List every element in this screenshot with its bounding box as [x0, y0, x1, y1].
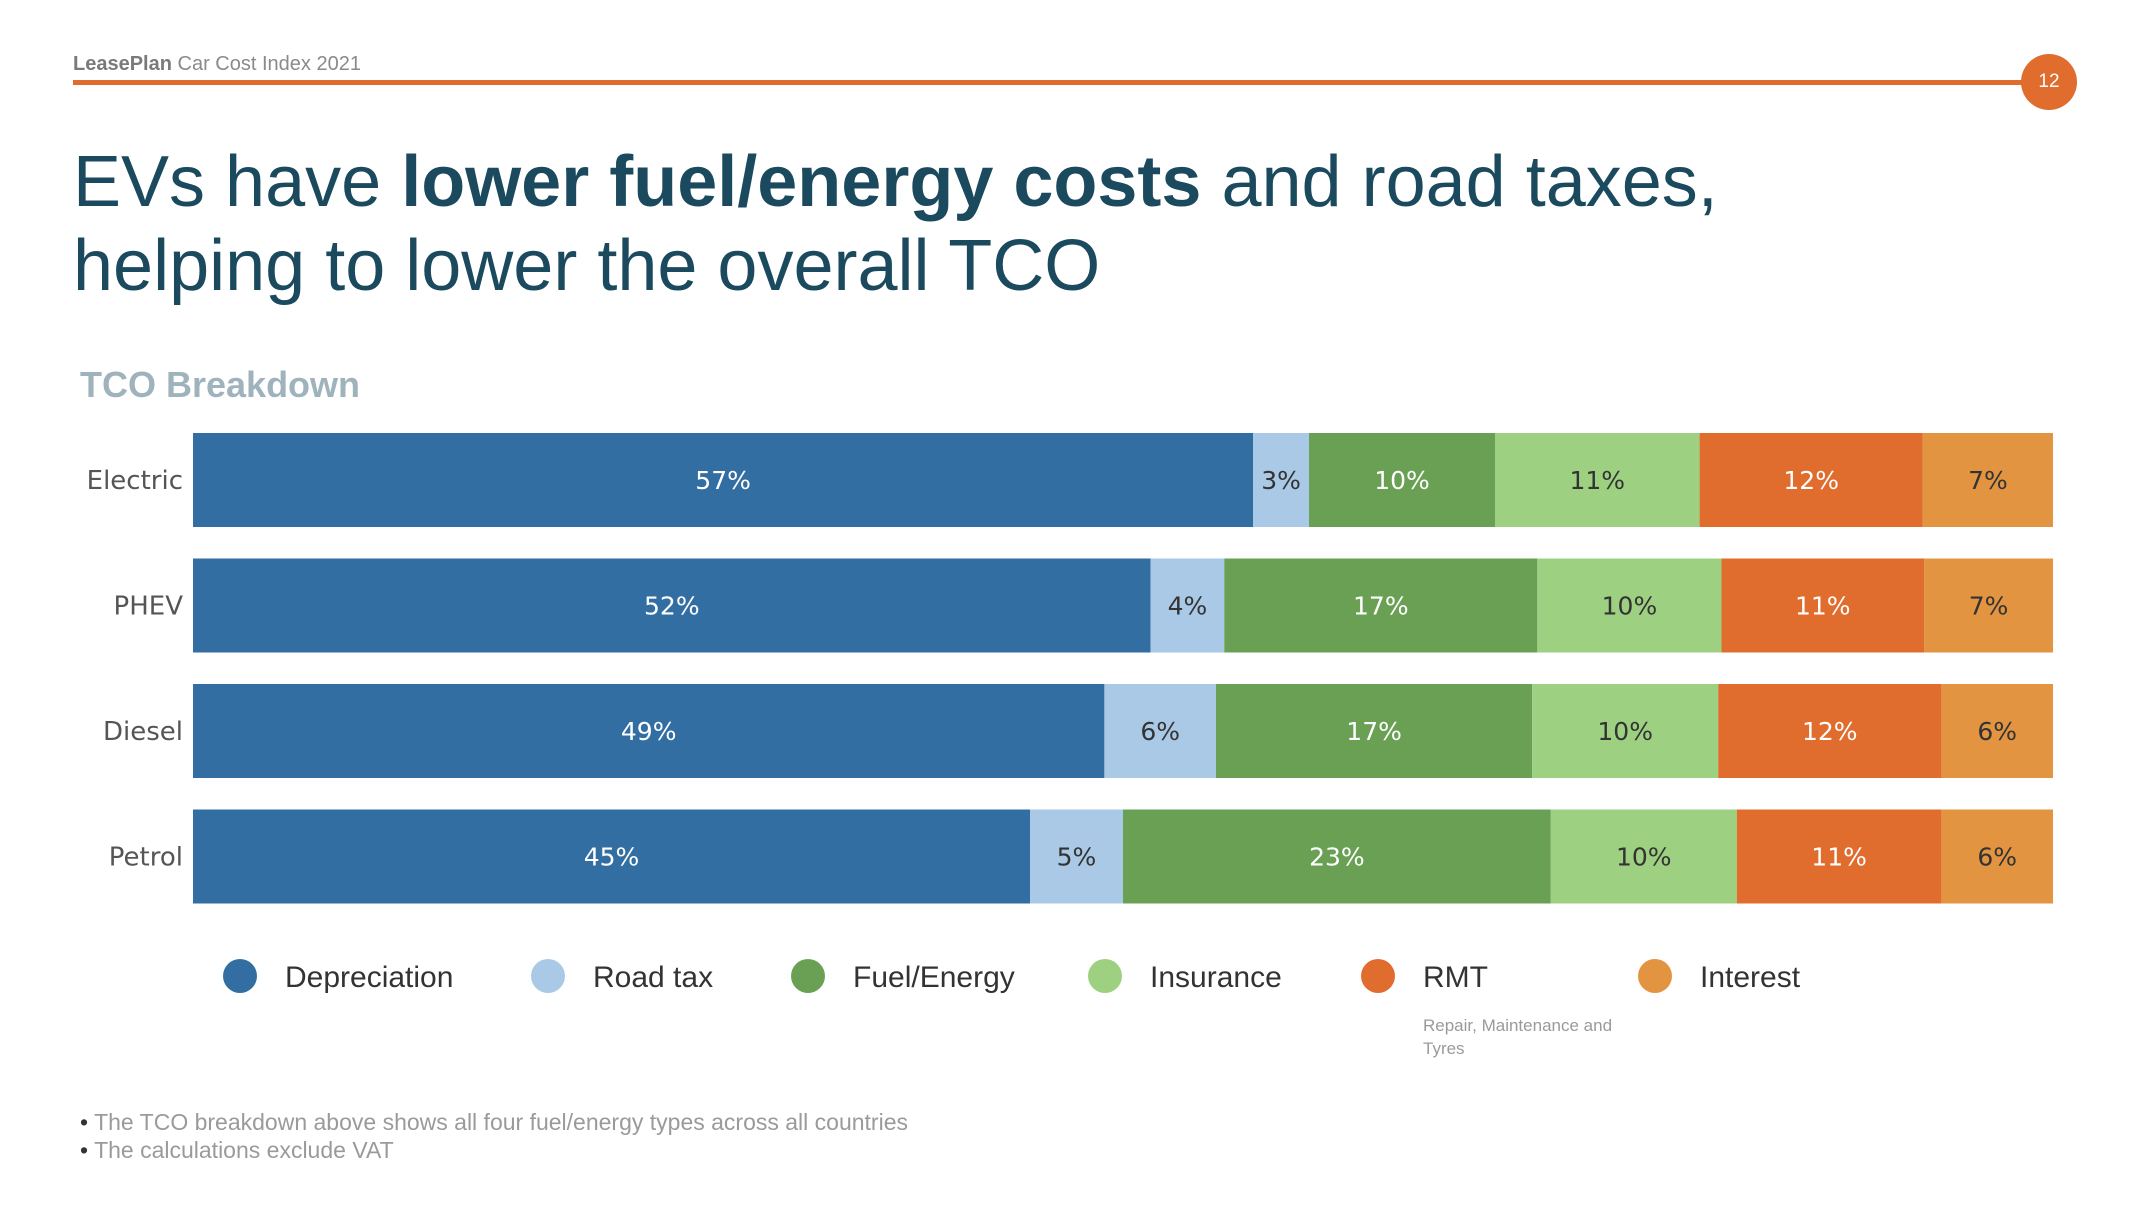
- category-label-diesel: Diesel: [103, 717, 183, 747]
- data-label-diesel-insurance: 10%: [1597, 717, 1653, 746]
- category-label-petrol: Petrol: [109, 843, 183, 873]
- legend-swatch-fuel-energy: [791, 959, 825, 993]
- data-label-diesel-rmt: 12%: [1802, 717, 1858, 746]
- bar-phev-road-tax: [1150, 558, 1225, 653]
- chart-title: TCO Breakdown: [80, 364, 361, 405]
- data-label-diesel-fuel-energy: 17%: [1346, 717, 1402, 746]
- footnote-1: • The TCO breakdown above shows all four …: [80, 1109, 908, 1135]
- data-label-diesel-road-tax: 6%: [1140, 717, 1180, 746]
- data-label-electric-road-tax: 3%: [1261, 466, 1301, 495]
- brand-name: LeasePlan: [73, 53, 172, 75]
- report-header: LeasePlan Car Cost Index 2021: [73, 53, 361, 76]
- data-label-electric-interest: 7%: [1968, 466, 2008, 495]
- data-label-electric-fuel-energy: 10%: [1374, 466, 1430, 495]
- data-label-diesel-interest: 6%: [1977, 717, 2017, 746]
- legend-swatch-depreciation: [223, 959, 257, 993]
- data-label-petrol-interest: 6%: [1977, 843, 2017, 872]
- data-label-phev-insurance: 10%: [1602, 592, 1658, 621]
- data-label-petrol-rmt: 11%: [1811, 843, 1867, 872]
- bar-diesel-depreciation: [193, 684, 1105, 778]
- bar-electric-interest: [1922, 433, 2053, 527]
- header-divider: [73, 80, 2043, 85]
- bar-electric-fuel-energy: [1309, 433, 1495, 527]
- bar-petrol-insurance: [1550, 809, 1737, 904]
- chart-legend: Depreciation Road tax Fuel/Energy Insurance…: [0, 955, 2153, 1075]
- data-label-phev-road-tax: 4%: [1168, 592, 1208, 621]
- data-label-electric-insurance: 11%: [1570, 466, 1626, 495]
- bar-phev-fuel-energy: [1224, 558, 1538, 653]
- legend-label-road-tax: Road tax: [593, 961, 714, 994]
- data-label-phev-fuel-energy: 17%: [1353, 592, 1409, 621]
- bar-electric-depreciation: [193, 433, 1254, 527]
- legend-label-interest: Interest: [1700, 961, 1801, 994]
- report-name: Car Cost Index 2021: [177, 53, 361, 75]
- bar-petrol-fuel-energy: [1123, 809, 1551, 904]
- bar-phev-rmt: [1721, 558, 1925, 653]
- data-label-petrol-fuel-energy: 23%: [1309, 843, 1365, 872]
- legend-swatch-road-tax: [531, 959, 565, 993]
- data-label-electric-depreciation: 57%: [695, 466, 751, 495]
- bar-phev-insurance: [1537, 558, 1722, 653]
- legend-note-rmt: Repair, Maintenance and Tyres: [1423, 1016, 1613, 1058]
- legend-label-rmt: RMT: [1423, 961, 1488, 994]
- title-part-2: and road taxes,: [1201, 142, 1718, 222]
- data-label-diesel-depreciation: 49%: [621, 717, 677, 746]
- data-label-phev-depreciation: 52%: [644, 592, 700, 621]
- legend-swatch-insurance: [1088, 959, 1122, 993]
- bar-diesel-interest: [1941, 684, 2053, 778]
- data-label-electric-rmt: 12%: [1783, 466, 1839, 495]
- legend-label-insurance: Insurance: [1150, 961, 1282, 994]
- bar-diesel-road-tax: [1104, 684, 1216, 778]
- page-number-badge: 12: [2021, 54, 2077, 110]
- bar-petrol-road-tax: [1030, 809, 1123, 904]
- bar-diesel-rmt: [1718, 684, 1942, 778]
- category-label-phev: PHEV: [114, 592, 184, 622]
- data-label-phev-interest: 7%: [1969, 592, 2009, 621]
- legend-swatch-rmt: [1361, 959, 1395, 993]
- bar-electric-insurance: [1495, 433, 1700, 527]
- legend-label-fuel-energy: Fuel/Energy: [853, 961, 1015, 994]
- bar-petrol-depreciation: [193, 809, 1030, 904]
- title-line-2: helping to lower the overall TCO: [73, 226, 1101, 306]
- bar-petrol-interest: [1941, 809, 2053, 904]
- bar-electric-road-tax: [1253, 433, 1309, 527]
- data-label-phev-rmt: 11%: [1795, 592, 1851, 621]
- data-label-petrol-depreciation: 45%: [584, 843, 640, 872]
- category-label-electric: Electric: [87, 466, 183, 496]
- legend-swatch-interest: [1638, 959, 1672, 993]
- bar-diesel-insurance: [1532, 684, 1719, 778]
- bar-phev-interest: [1924, 558, 2053, 653]
- bar-petrol-rmt: [1736, 809, 1942, 904]
- bar-electric-rmt: [1699, 433, 1923, 527]
- footnotes: • The TCO breakdown above shows all four …: [80, 1108, 908, 1164]
- title-bold: lower fuel/energy costs: [401, 142, 1202, 222]
- title-part-1: EVs have: [73, 142, 402, 222]
- bar-phev-depreciation: [193, 558, 1151, 653]
- bar-diesel-fuel-energy: [1216, 684, 1533, 778]
- data-label-petrol-road-tax: 5%: [1057, 843, 1097, 872]
- legend-label-depreciation: Depreciation: [285, 961, 454, 994]
- footnote-2: • The calculations exclude VAT: [80, 1137, 394, 1163]
- slide-title: EVs have lower fuel/energy costs and roa…: [73, 140, 1973, 308]
- data-label-petrol-insurance: 10%: [1616, 843, 1672, 872]
